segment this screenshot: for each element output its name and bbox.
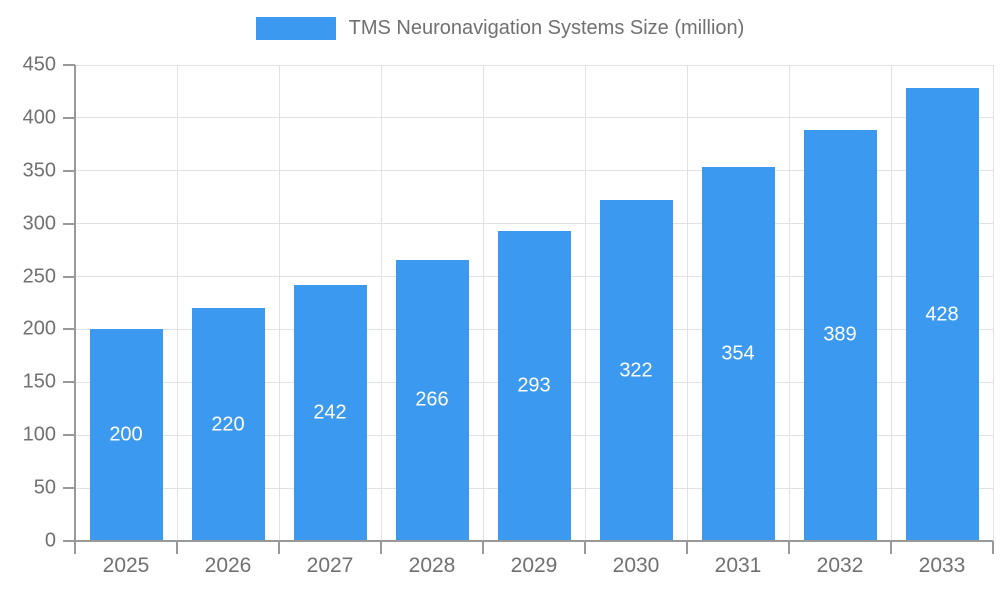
y-axis-tick <box>63 434 75 437</box>
bar-value-label: 242 <box>313 401 347 424</box>
bar-2032 <box>803 129 877 540</box>
bar-value-label: 200 <box>109 423 143 446</box>
bar-2026 <box>191 308 265 540</box>
x-axis-tick <box>890 541 892 554</box>
y-axis-tick <box>63 540 75 542</box>
bar-2031 <box>701 166 775 540</box>
x-axis-label: 2033 <box>918 554 966 577</box>
bar-value-label: 322 <box>619 359 653 382</box>
y-axis-tick <box>63 381 75 384</box>
legend-swatch-icon <box>255 17 336 40</box>
gridline-vertical <box>176 65 178 541</box>
x-axis-label: 2029 <box>510 554 558 577</box>
gridline-vertical <box>686 65 688 541</box>
y-axis-label: 0 <box>44 529 56 552</box>
gridline-vertical <box>788 65 790 541</box>
bar-value-label: 266 <box>415 388 449 411</box>
x-axis-tick <box>176 541 178 554</box>
x-axis-tick <box>380 541 382 554</box>
bar-value-label: 389 <box>823 323 857 346</box>
bar-2030 <box>599 200 673 540</box>
gridline-vertical <box>584 65 586 541</box>
x-axis-label: 2030 <box>612 554 660 577</box>
bar-value-label: 354 <box>721 342 755 365</box>
y-axis-label: 300 <box>22 212 56 235</box>
x-axis-tick <box>584 541 586 554</box>
gridline-horizontal <box>75 117 993 119</box>
gridline-vertical <box>482 65 484 541</box>
x-axis-tick <box>992 541 994 554</box>
gridline-horizontal <box>75 170 993 172</box>
y-axis-label: 200 <box>22 317 56 340</box>
y-axis-tick <box>63 275 75 278</box>
y-axis-label: 450 <box>22 53 56 76</box>
bar-2025 <box>89 329 163 540</box>
y-axis-tick <box>63 169 75 172</box>
y-axis-label: 400 <box>22 106 56 129</box>
y-axis-tick <box>63 487 75 490</box>
x-axis-tick <box>278 541 280 554</box>
bar-2028 <box>395 259 469 540</box>
bar-value-label: 220 <box>211 413 245 436</box>
x-axis-label: 2025 <box>102 554 150 577</box>
x-axis-label: 2032 <box>816 554 864 577</box>
x-axis-line <box>75 540 993 542</box>
bar-value-label: 428 <box>925 303 959 326</box>
y-axis-label: 250 <box>22 265 56 288</box>
y-axis-label: 150 <box>22 370 56 393</box>
gridline-vertical <box>890 65 892 541</box>
legend[interactable]: TMS Neuronavigation Systems Size (millio… <box>0 17 1000 40</box>
x-axis-label: 2031 <box>714 554 762 577</box>
y-axis-label: 350 <box>22 159 56 182</box>
x-axis-label: 2027 <box>306 554 354 577</box>
y-axis-label: 100 <box>22 423 56 446</box>
x-axis-tick <box>788 541 790 554</box>
bar-2033 <box>905 88 979 540</box>
bar-2029 <box>497 231 571 540</box>
gridline-vertical <box>380 65 382 541</box>
bar-value-label: 293 <box>517 374 551 397</box>
y-axis-tick <box>63 328 75 331</box>
legend-label: TMS Neuronavigation Systems Size (millio… <box>348 17 745 39</box>
y-axis-line <box>74 65 76 554</box>
gridline-vertical <box>992 65 994 541</box>
y-axis-tick <box>63 64 75 66</box>
gridline-horizontal <box>75 64 993 66</box>
gridline-vertical <box>278 65 280 541</box>
y-axis-label: 50 <box>33 476 56 499</box>
x-axis-tick <box>686 541 688 554</box>
y-axis-tick <box>63 222 75 225</box>
x-axis-label: 2026 <box>204 554 252 577</box>
x-axis-tick <box>482 541 484 554</box>
y-axis-tick <box>63 116 75 119</box>
gridline-horizontal <box>75 223 993 225</box>
bar-2027 <box>293 285 367 540</box>
x-axis-label: 2028 <box>408 554 456 577</box>
